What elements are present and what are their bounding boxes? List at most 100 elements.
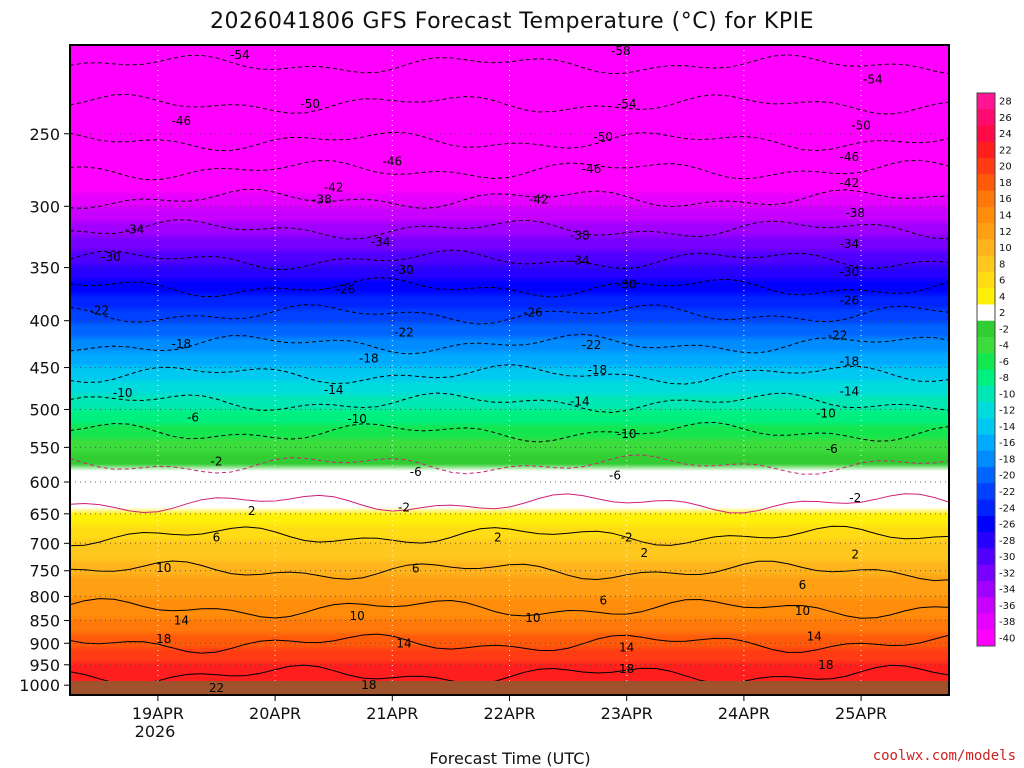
contour-label-text: -14 [840,385,860,399]
colorbar: 28 26 24 22 20 18 16 14 12 10 8 6 4 2 -2 -4 -6 -8 -10 -12 -1… [976,92,1015,647]
colorbar-label: -20 [999,471,1015,482]
isotherm-line [70,333,949,355]
contour-label-text: 6 [412,562,420,576]
contour-label-text: -18 [588,363,608,377]
contour-label: 18 [818,658,833,672]
contour-label-text: -2 [398,501,410,515]
contour-label: 10 [349,609,364,623]
y-tick-label: 600 [29,473,60,492]
colorbar-cell [977,190,995,208]
contour-label: -26 [523,306,543,320]
contour-label: 2 [851,548,859,562]
contour-label: 14 [396,636,411,650]
contour-label: -50 [593,130,613,144]
contour-label-text: -6 [609,468,621,482]
colorbar-cell [977,109,995,126]
x-tick-label: 23APR [601,704,653,723]
contour-label-text: 14 [807,630,822,644]
contour-label-text: 10 [795,604,810,618]
colorbar-label: 24 [999,129,1012,140]
contour-label: -10 [816,406,836,420]
contour-label-text: -26 [336,283,356,297]
contour-label: -50 [851,119,871,133]
colorbar-label: -10 [999,389,1015,400]
isotherm-line [70,93,949,115]
contour-label: 14 [174,614,189,628]
contour-label-text: 22 [209,681,224,695]
y-tick-label: 950 [29,656,60,675]
contour-label-text: 18 [361,678,376,692]
colorbar-frame [976,92,996,647]
contour-label-text: 18 [619,662,634,676]
x-tick-label: 21APR [366,704,418,723]
contour-label: -22 [394,325,414,339]
contour-label: -30 [394,263,414,277]
isotherm-line [70,633,949,654]
contour-label: -46 [582,162,602,176]
colorbar-label: 2 [999,308,1005,319]
contour-label-text: -46 [382,154,402,168]
isotherm-line [70,54,949,75]
plot-area: -54 -58-54-54-50-50-50-46-46-46-46-42-42-… [70,45,949,695]
chart-title: 2026041806 GFS Forecast Temperature (°C)… [210,9,814,34]
contour-label: -34 [371,235,391,249]
contour-label-text: 2 [494,531,502,545]
contour-label-text: 2 [851,548,859,562]
colorbar-cell [977,402,995,419]
contour-label-text: -34 [125,222,145,236]
colorbar-cell [977,206,995,224]
colorbar-label: 14 [999,211,1012,222]
contour-label: -18 [840,354,860,368]
colorbar-cell [977,467,995,484]
contour-label-text: 18 [156,632,171,646]
contour-label: -18 [172,337,192,351]
contour-label: -34 [570,254,590,268]
contour-label: -10 [617,427,637,441]
contour-label: -14 [570,394,590,408]
isotherm-line [70,159,949,181]
colorbar-cell [977,629,995,647]
contour-label: 2 [640,546,648,560]
contour-label-text: -2 [621,531,633,545]
contour-label: -54 [230,48,250,62]
colorbar-label: -2 [999,324,1009,335]
y-tick-label: 450 [29,359,60,378]
contour-label: 6 [799,578,807,592]
contour-label: 22 [209,681,224,695]
contour-label-text: -54 [863,72,883,86]
contour-label: 2 [248,504,256,518]
contour-label-text: 18 [818,658,833,672]
contour-label: -58 [611,45,631,58]
contour-label: 6 [213,531,221,545]
contour-label-text: -34 [570,254,590,268]
contour-label-text: 2 [640,546,648,560]
isotherm-line [70,249,949,271]
contour-label: -46 [172,114,192,128]
contour-label: 18 [361,678,376,692]
colorbar-label: 8 [999,259,1005,270]
isotherm-line [70,304,949,325]
contour-label: -6 [187,410,199,424]
colorbar-label: 16 [999,194,1012,205]
colorbar-label: -32 [999,568,1015,579]
contour-label-text: -22 [89,304,109,318]
contour-label-text: 14 [174,614,189,628]
colorbar-label: 4 [999,292,1005,303]
contour-label-text: 14 [619,641,634,655]
contour-label: -30 [617,277,637,291]
contour-label: -22 [828,328,848,342]
contour-label: -14 [324,383,344,397]
isotherm-line [70,560,949,582]
colorbar-label: -40 [999,633,1015,644]
y-tick-label: 550 [29,438,60,457]
y-tick-label: 500 [29,400,60,419]
contour-label-text: -30 [101,250,121,264]
isotherm-line [70,364,949,385]
contour-label: 2 [494,531,502,545]
contour-label: -22 [582,338,602,352]
colorbar-label: -4 [999,341,1009,352]
contour-label-text: -30 [840,265,860,279]
contour-label: -34 [125,222,145,236]
colorbar-cell [977,174,995,191]
contour-label: -38 [312,193,332,207]
